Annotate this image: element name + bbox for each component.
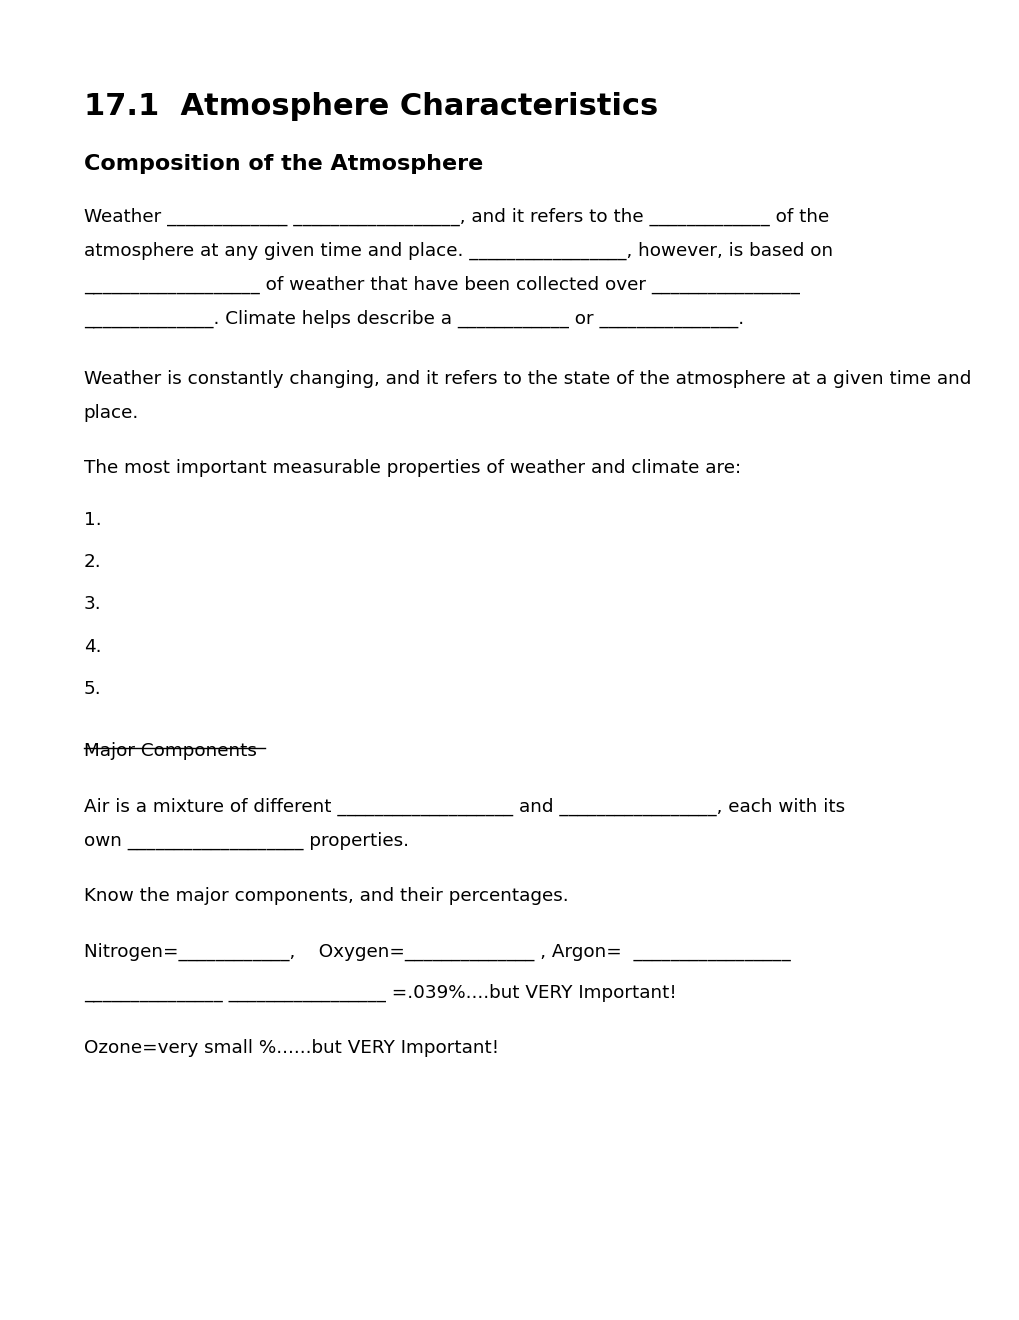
Text: _______________ _________________ =.039%....but VERY Important!: _______________ _________________ =.039%…: [84, 983, 676, 1002]
Text: Ozone=very small %......but VERY Important!: Ozone=very small %......but VERY Importa…: [84, 1039, 498, 1057]
Text: 2.: 2.: [84, 553, 101, 572]
Text: 5.: 5.: [84, 680, 101, 698]
Text: ______________. Climate helps describe a ____________ or _______________.: ______________. Climate helps describe a…: [84, 310, 743, 329]
Text: own ___________________ properties.: own ___________________ properties.: [84, 832, 409, 850]
Text: ___________________ of weather that have been collected over ________________: ___________________ of weather that have…: [84, 276, 799, 294]
Text: Weather is constantly changing, and it refers to the state of the atmosphere at : Weather is constantly changing, and it r…: [84, 370, 970, 388]
Text: Know the major components, and their percentages.: Know the major components, and their per…: [84, 887, 568, 906]
Text: Weather _____________ __________________, and it refers to the _____________ of : Weather _____________ __________________…: [84, 207, 828, 226]
Text: The most important measurable properties of weather and climate are:: The most important measurable properties…: [84, 459, 740, 478]
Text: Air is a mixture of different ___________________ and _________________, each wi: Air is a mixture of different __________…: [84, 797, 844, 816]
Text: Composition of the Atmosphere: Composition of the Atmosphere: [84, 154, 482, 174]
Text: Major Components: Major Components: [84, 742, 256, 760]
Text: 1.: 1.: [84, 511, 101, 529]
Text: place.: place.: [84, 404, 139, 422]
Text: 17.1  Atmosphere Characteristics: 17.1 Atmosphere Characteristics: [84, 92, 657, 121]
Text: 3.: 3.: [84, 595, 101, 614]
Text: atmosphere at any given time and place. _________________, however, is based on: atmosphere at any given time and place. …: [84, 242, 832, 260]
Text: Nitrogen=____________,    Oxygen=______________ , Argon=  _________________: Nitrogen=____________, Oxygen=__________…: [84, 942, 790, 961]
Text: 4.: 4.: [84, 638, 101, 656]
